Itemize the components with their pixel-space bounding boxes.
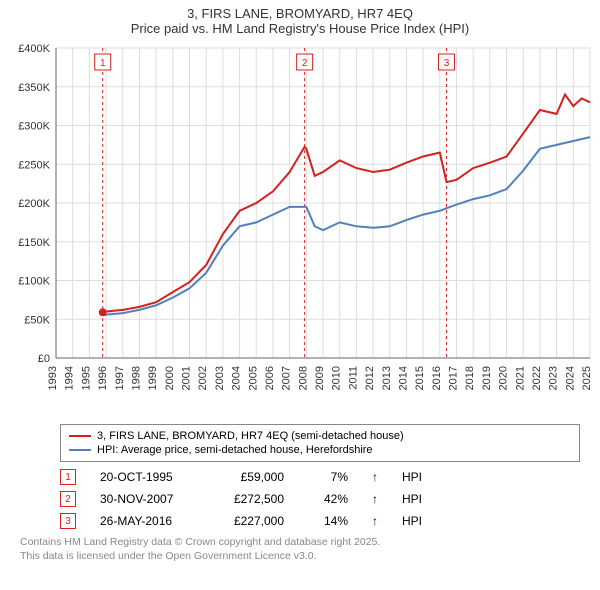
y-tick-label: £300K [18, 121, 50, 133]
x-tick-label: 2017 [448, 366, 460, 390]
legend-item: 3, FIRS LANE, BROMYARD, HR7 4EQ (semi-de… [69, 429, 571, 443]
license-line2: This data is licensed under the Open Gov… [20, 550, 580, 564]
x-tick-label: 2002 [197, 366, 209, 390]
y-tick-label: £250K [18, 159, 50, 171]
legend-label: HPI: Average price, semi-detached house,… [97, 444, 373, 456]
line-chart: £0 £50K £100K £150K £200K £250K £300K £350K £400… [0, 38, 600, 418]
x-tick-label: 1998 [130, 366, 142, 390]
price-row: 1 20-OCT-1995 £59,000 7% ↑ HPI [60, 466, 580, 488]
x-tick-label: 2008 [297, 366, 309, 390]
x-tick-label: 2010 [331, 366, 343, 390]
x-tick-label: 2023 [548, 366, 560, 390]
marker-number: 1 [100, 58, 106, 69]
x-tick-label: 2020 [498, 366, 510, 390]
sale-dot [99, 308, 107, 316]
x-tick-label: 2015 [414, 366, 426, 390]
x-tick-label: 2009 [314, 366, 326, 390]
price-date: 26-MAY-2016 [100, 514, 190, 528]
chart-container: 3, FIRS LANE, BROMYARD, HR7 4EQ Price pa… [0, 0, 600, 590]
x-tick-label: 2016 [431, 366, 443, 390]
x-tick-label: 2013 [381, 366, 393, 390]
price-amount: £272,500 [214, 492, 284, 506]
x-tick-label: 2022 [531, 366, 543, 390]
price-pct: 7% [308, 470, 348, 484]
x-tick-label: 2001 [181, 366, 193, 390]
license-line1: Contains HM Land Registry data © Crown c… [20, 536, 580, 550]
chart-area: £0 £50K £100K £150K £200K £250K £300K £350K £400… [0, 38, 600, 418]
price-tag: HPI [402, 514, 422, 528]
y-tick-label: £50K [24, 314, 50, 326]
price-marker-badge: 2 [60, 491, 76, 507]
marker-number: 3 [444, 58, 450, 69]
x-tick-label: 1996 [97, 366, 109, 390]
x-tick-label: 2003 [214, 366, 226, 390]
price-marker-badge: 1 [60, 469, 76, 485]
price-pct: 14% [308, 514, 348, 528]
x-tick-label: 2000 [164, 366, 176, 390]
y-tick-label: £400K [18, 43, 50, 55]
x-tick-label: 2019 [481, 366, 493, 390]
title-block: 3, FIRS LANE, BROMYARD, HR7 4EQ Price pa… [0, 0, 600, 38]
price-date: 20-OCT-1995 [100, 470, 190, 484]
title-address: 3, FIRS LANE, BROMYARD, HR7 4EQ [0, 6, 600, 21]
x-tick-label: 2025 [581, 366, 593, 390]
legend-label: 3, FIRS LANE, BROMYARD, HR7 4EQ (semi-de… [97, 430, 404, 442]
price-pct: 42% [308, 492, 348, 506]
x-tick-label: 1997 [114, 366, 126, 390]
price-date: 30-NOV-2007 [100, 492, 190, 506]
x-tick-label: 2011 [347, 366, 359, 390]
price-amount: £59,000 [214, 470, 284, 484]
price-row: 3 26-MAY-2016 £227,000 14% ↑ HPI [60, 510, 580, 532]
y-tick-label: £350K [18, 82, 50, 94]
x-tick-label: 1994 [64, 366, 76, 390]
x-tick-label: 1995 [80, 366, 92, 390]
legend-item: HPI: Average price, semi-detached house,… [69, 443, 571, 457]
price-row: 2 30-NOV-2007 £272,500 42% ↑ HPI [60, 488, 580, 510]
x-tick-label: 2018 [464, 366, 476, 390]
y-tick-label: £150K [18, 237, 50, 249]
legend-swatch [69, 435, 91, 437]
x-tick-label: 2006 [264, 366, 276, 390]
legend: 3, FIRS LANE, BROMYARD, HR7 4EQ (semi-de… [60, 424, 580, 462]
title-subtitle: Price paid vs. HM Land Registry's House … [0, 21, 600, 36]
price-amount: £227,000 [214, 514, 284, 528]
marker-number: 2 [302, 58, 308, 69]
x-tick-label: 2024 [564, 366, 576, 390]
x-tick-label: 1993 [47, 366, 59, 390]
y-tick-label: £200K [18, 198, 50, 210]
y-tick-label: £100K [18, 276, 50, 288]
x-tick-label: 1999 [147, 366, 159, 390]
x-tick-label: 2007 [281, 366, 293, 390]
price-table: 1 20-OCT-1995 £59,000 7% ↑ HPI 2 30-NOV-2007 £27… [60, 466, 580, 532]
x-tick-label: 2012 [364, 366, 376, 390]
x-tick-label: 2014 [397, 366, 409, 390]
license-text: Contains HM Land Registry data © Crown c… [20, 536, 580, 563]
price-tag: HPI [402, 470, 422, 484]
x-tick-label: 2004 [231, 366, 243, 390]
price-marker-badge: 3 [60, 513, 76, 529]
up-arrow-icon: ↑ [372, 492, 378, 506]
up-arrow-icon: ↑ [372, 470, 378, 484]
x-tick-label: 2005 [247, 366, 259, 390]
legend-swatch [69, 449, 91, 451]
y-tick-label: £0 [38, 353, 50, 365]
x-tick-label: 2021 [514, 366, 526, 390]
up-arrow-icon: ↑ [372, 514, 378, 528]
price-tag: HPI [402, 492, 422, 506]
